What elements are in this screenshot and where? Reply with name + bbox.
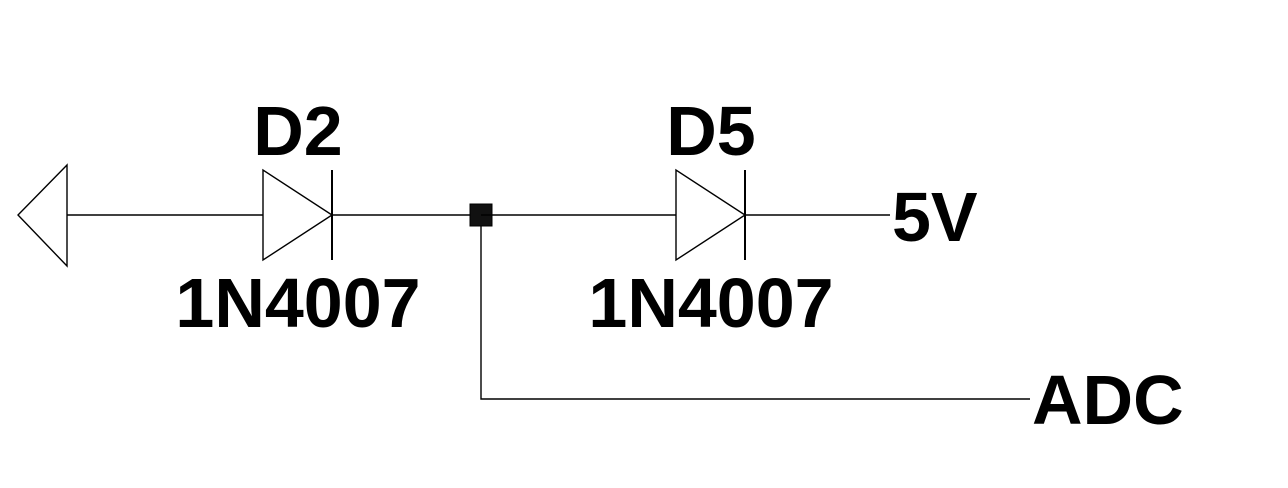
diode-d2-ref-label: D2: [253, 92, 342, 170]
diode-d5: [675, 168, 747, 262]
diode-d2: [262, 168, 334, 262]
diode-d2-triangle: [262, 168, 334, 262]
net-label-adc: ADC: [1032, 361, 1184, 439]
port-arrow-symbol: [17, 163, 68, 268]
diode-d5-value-label: 1N4007: [588, 264, 833, 342]
diode-d2-value-label: 1N4007: [175, 264, 420, 342]
diode-d5-ref-label: D5: [666, 92, 755, 170]
diode-d5-triangle: [675, 168, 747, 262]
wire-junction-to-adc: [480, 226, 1030, 400]
net-label-5v: 5V: [892, 178, 978, 256]
